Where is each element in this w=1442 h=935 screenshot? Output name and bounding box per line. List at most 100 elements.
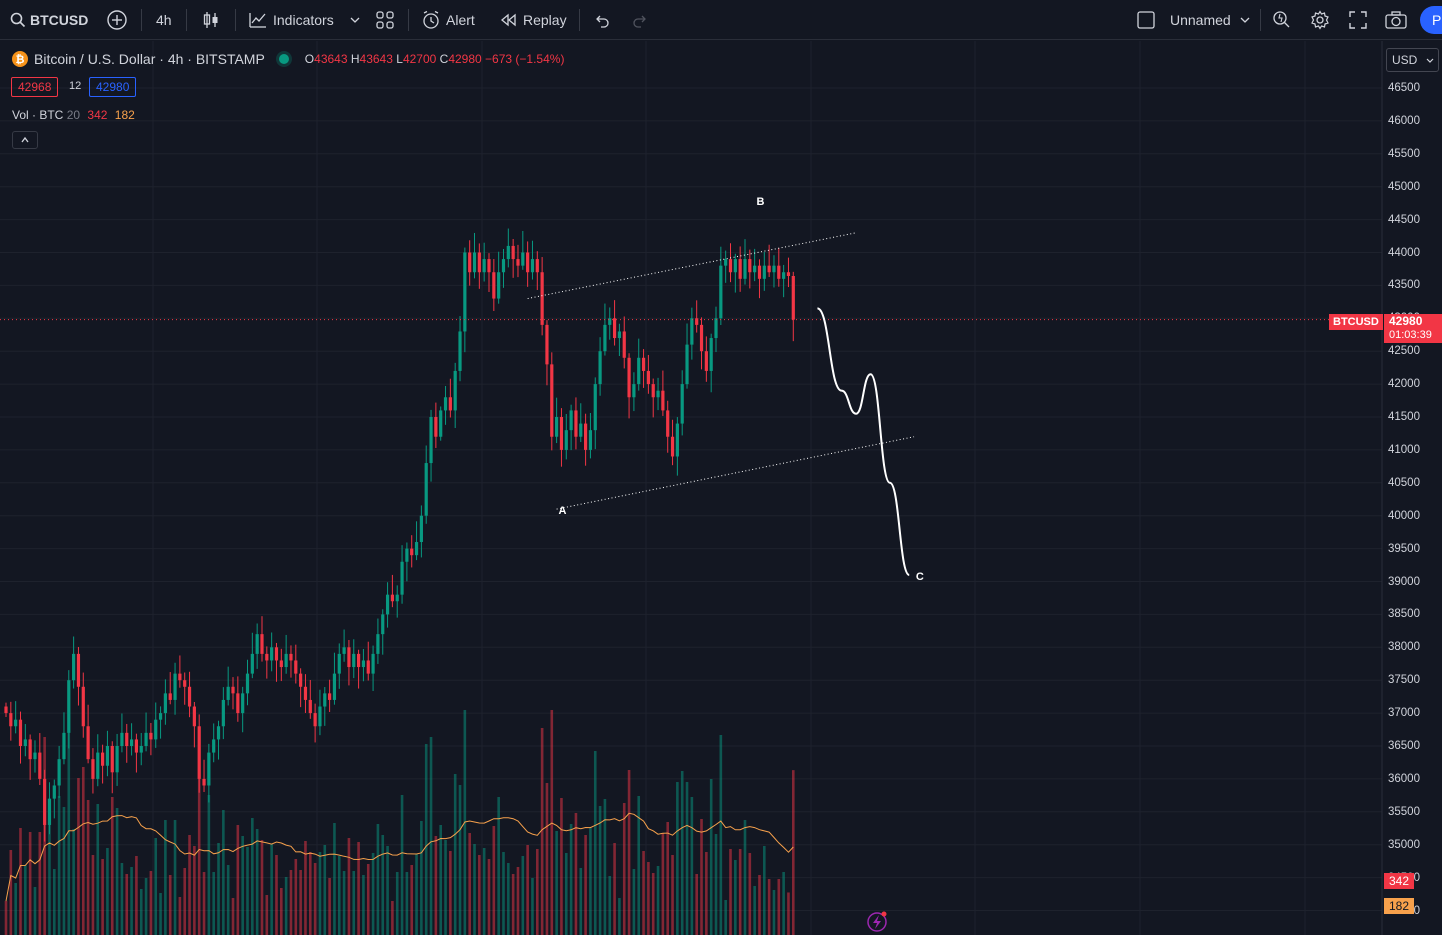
candle-body [419, 515, 423, 543]
candle-body [733, 259, 737, 273]
candle-body [757, 265, 762, 279]
buy-button[interactable]: 42980 [89, 77, 137, 97]
channel-upper-line[interactable] [527, 232, 857, 300]
candle-body [487, 259, 491, 273]
chevron-up-icon [21, 136, 29, 143]
volume-bar [106, 848, 109, 935]
volume-bar [371, 853, 375, 935]
candle-body [709, 338, 713, 371]
volume-bar [333, 823, 336, 935]
volume-bar [38, 832, 42, 935]
candle-body [511, 245, 515, 260]
candle-body [782, 272, 786, 279]
last-price-tag: 42980 01:03:39 [1384, 314, 1442, 343]
volume-bar [265, 895, 269, 935]
volume-bar [139, 889, 143, 935]
volume-bar [86, 800, 90, 935]
candle-body [28, 739, 32, 760]
fullscreen-button[interactable] [1348, 0, 1368, 40]
close-value: 42980 [448, 52, 482, 66]
volume-bar [729, 849, 732, 935]
volume-bar [395, 872, 399, 935]
candle-body [332, 673, 337, 700]
undo-button[interactable] [593, 0, 611, 40]
volume-bar [719, 735, 723, 935]
candle-body [748, 259, 752, 273]
chart-type-button[interactable] [201, 0, 221, 40]
alert-button[interactable]: Alert [421, 0, 475, 40]
alarm-clock-icon [423, 10, 439, 29]
wave-label-c[interactable]: C [915, 571, 924, 584]
price-label: 36000 [1388, 772, 1420, 785]
candle-body [390, 594, 394, 602]
volume-bar [439, 825, 442, 935]
replay-button[interactable]: Replay [499, 0, 567, 40]
candle-body [559, 417, 564, 450]
sell-button[interactable]: 42968 [11, 77, 59, 97]
candle-body [9, 713, 13, 727]
collapse-legend-button[interactable] [12, 131, 38, 149]
candle-body [564, 430, 568, 450]
candle-body [96, 752, 100, 779]
candle-body [637, 357, 641, 385]
candle-body [270, 647, 274, 661]
candle-body [463, 252, 467, 332]
settings-button[interactable] [1310, 0, 1330, 40]
currency-select[interactable]: USD [1386, 48, 1439, 72]
volume-bar [787, 892, 790, 935]
market-status-dot[interactable] [278, 54, 289, 64]
channel-lower-line[interactable] [556, 436, 915, 510]
volume-bar [763, 846, 766, 935]
volume-bar [458, 785, 462, 935]
compare-symbol-button[interactable] [106, 0, 128, 40]
volume-bar [193, 846, 196, 935]
indicators-button[interactable]: Indicators [248, 0, 334, 40]
volume-legend[interactable]: Vol · BTC 20 342 182 [12, 108, 135, 122]
volume-bar [453, 774, 457, 935]
toolbar-divider [235, 9, 236, 31]
volume-length: 20 [66, 108, 81, 122]
layout-grid-button[interactable] [375, 0, 395, 40]
volume-bar [202, 872, 206, 935]
price-label: 44500 [1388, 213, 1420, 226]
volume-bar [777, 879, 781, 935]
grid-layout-icon [376, 11, 394, 29]
interval-button[interactable]: 4h [156, 0, 172, 40]
quick-search-button[interactable] [1272, 0, 1292, 40]
volume-bar [53, 869, 56, 935]
layout-menu-button[interactable]: Unnamed [1136, 0, 1251, 40]
symbol-search-button[interactable]: BTCUSD [10, 0, 88, 40]
price-chart[interactable] [0, 41, 1442, 935]
volume-bar [545, 783, 549, 935]
symbol-title[interactable]: Bitcoin / U.S. Dollar · 4h · BITSTAMP [34, 51, 265, 67]
candle-body [279, 660, 283, 668]
wave-label-b[interactable]: B [756, 196, 765, 209]
volume-bar [564, 853, 568, 935]
candle-body [704, 351, 708, 371]
indicators-dropdown-button[interactable] [349, 0, 361, 40]
price-label: 45000 [1388, 180, 1420, 193]
volume-bar [149, 871, 153, 935]
candle-body [371, 653, 375, 674]
candle-body [728, 259, 733, 273]
candle-body [173, 673, 177, 700]
undo-icon [596, 15, 609, 28]
candle-body [81, 686, 85, 727]
price-label: 45500 [1388, 147, 1420, 160]
close-key: C [439, 52, 449, 66]
lightning-icon[interactable] [867, 911, 887, 932]
candles-icon [203, 12, 218, 28]
redo-button[interactable] [631, 0, 649, 40]
volume-bar [531, 878, 534, 935]
volume-bar [337, 856, 341, 935]
publish-button[interactable]: Pu [1420, 0, 1442, 40]
snapshot-button[interactable] [1384, 0, 1408, 40]
candle-body [588, 430, 593, 450]
candle-body [579, 423, 583, 437]
candle-body [57, 759, 61, 786]
candle-body [666, 410, 670, 437]
wave-label-a[interactable]: A [558, 505, 567, 518]
projection-path[interactable] [816, 307, 911, 576]
volume-bar [555, 831, 558, 935]
volume-bar [231, 898, 235, 935]
